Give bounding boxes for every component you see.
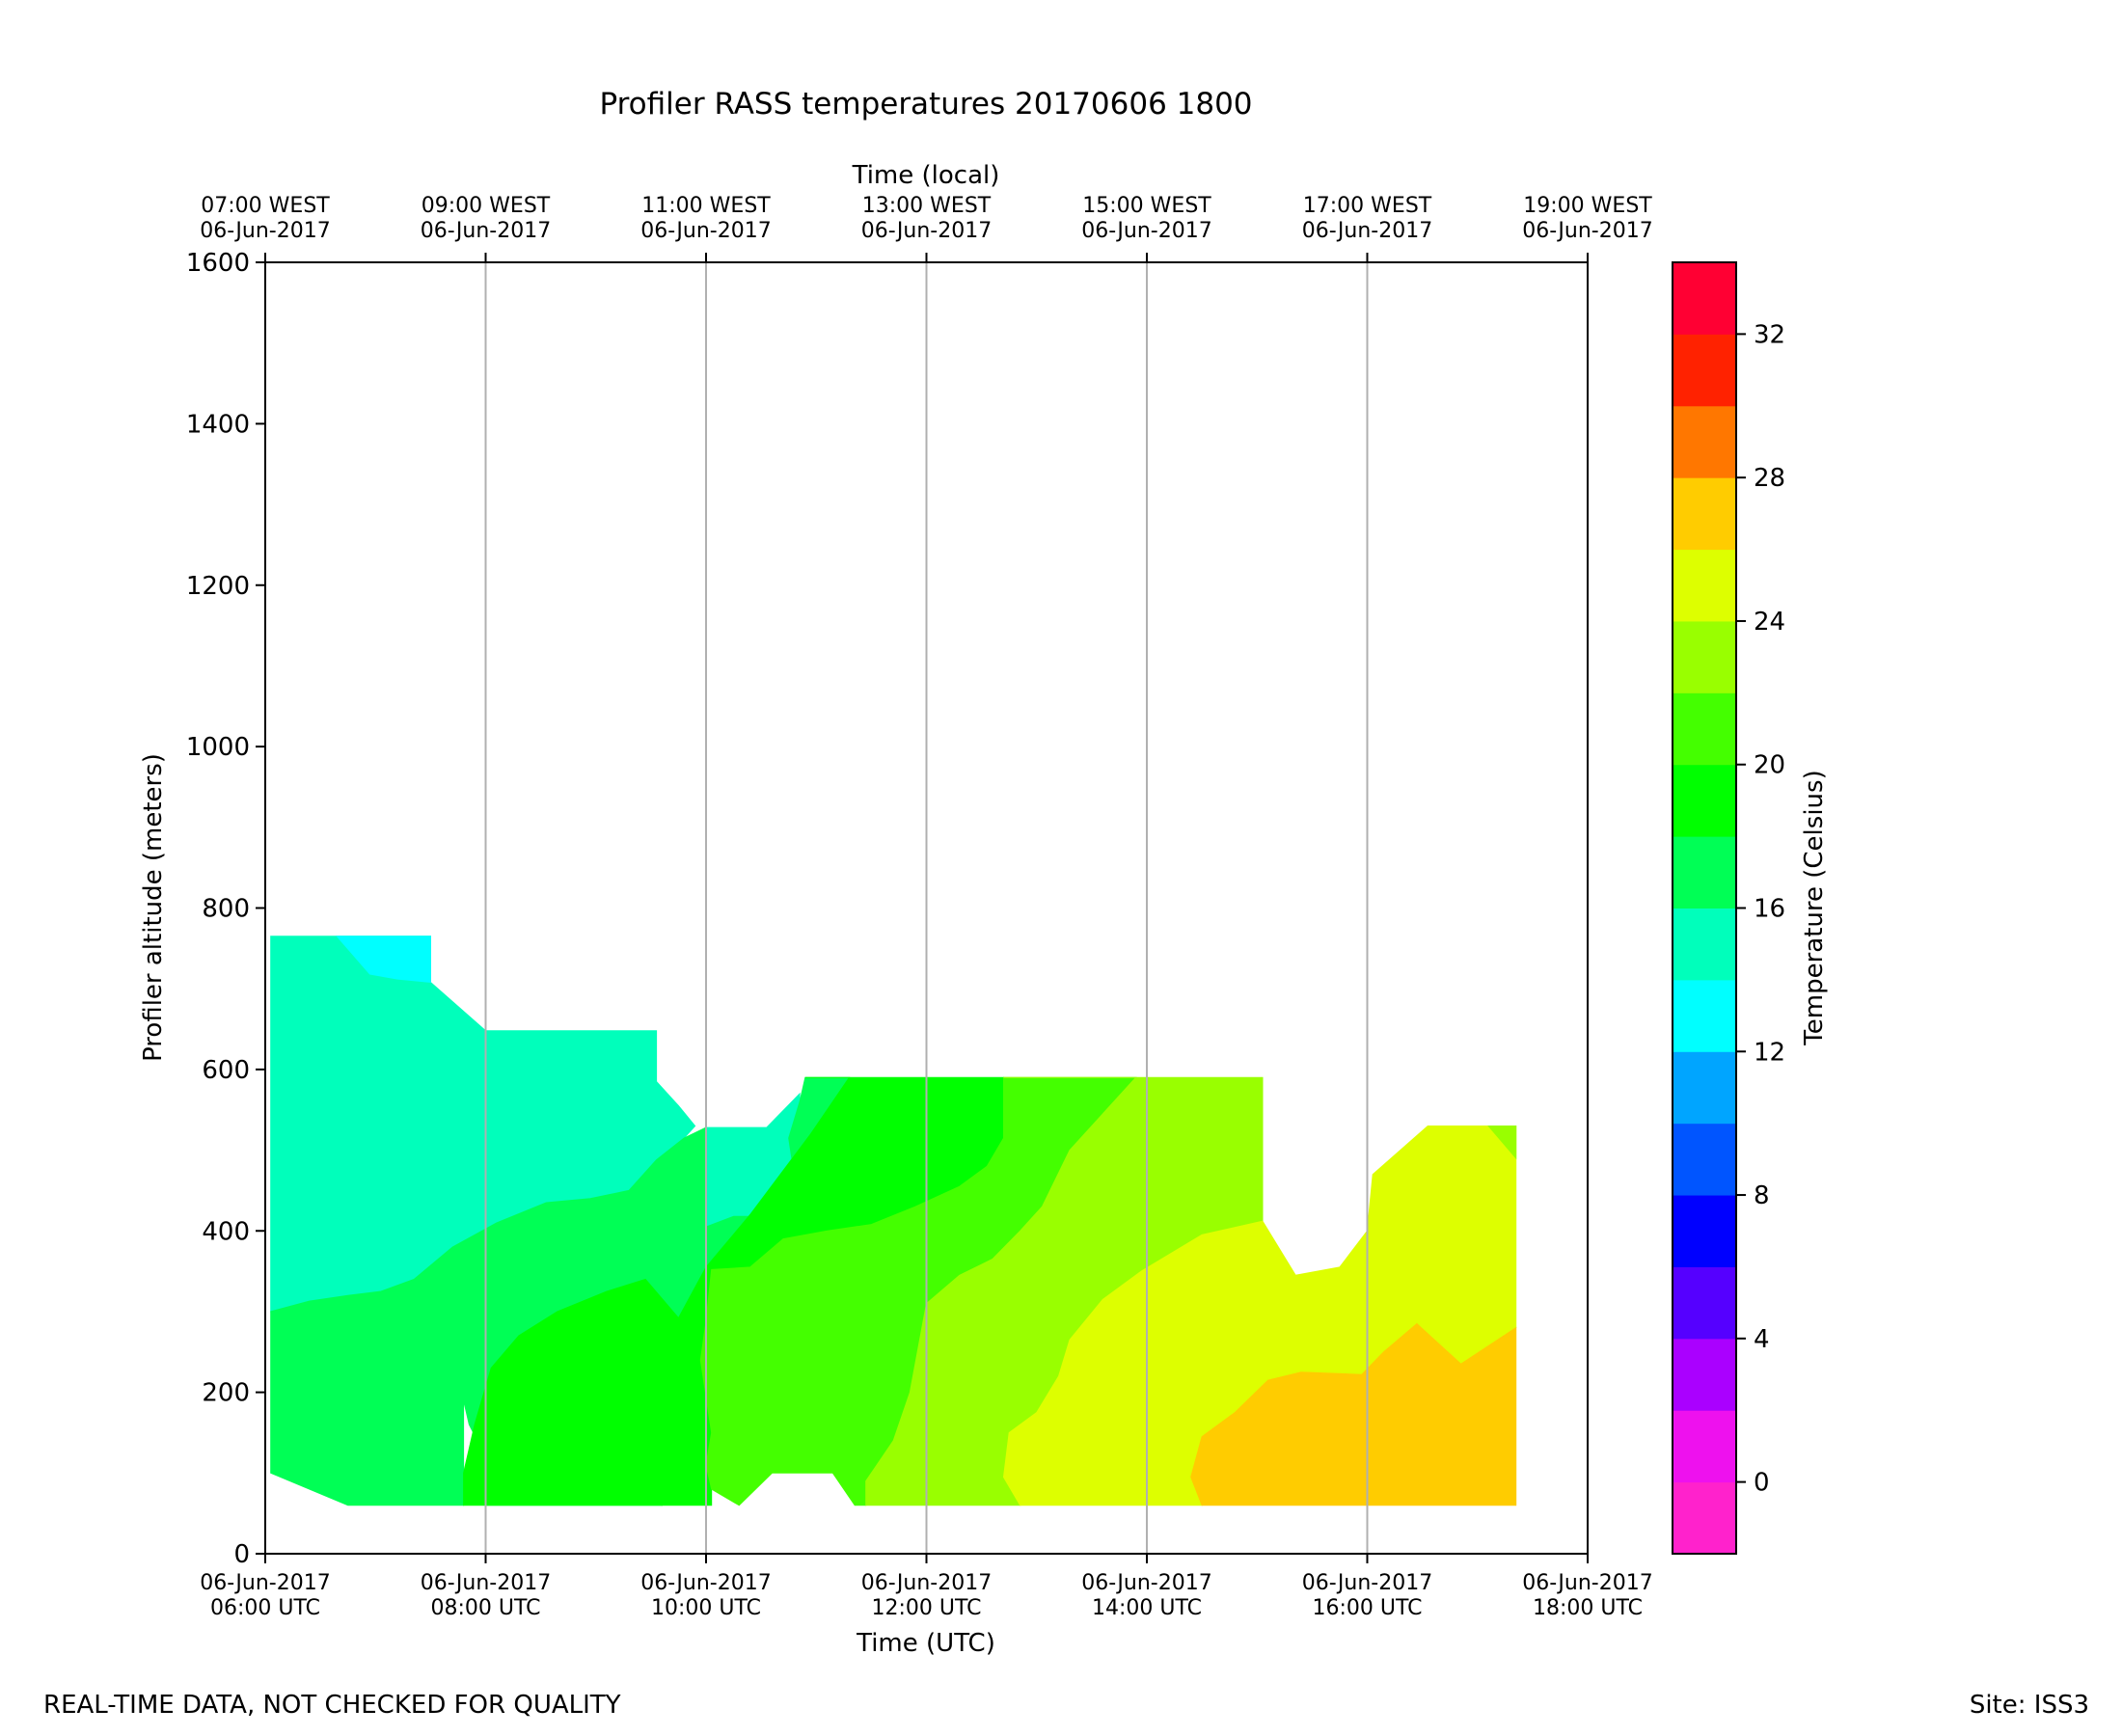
x-tick-date-top: 06-Jun-2017 — [421, 219, 551, 243]
colorbar-band--2-0 — [1673, 1481, 1736, 1555]
x-tick-date-bottom: 06-Jun-2017 — [640, 1571, 771, 1595]
colorbar-tick-label-4: 4 — [1754, 1325, 1770, 1354]
y-tick-label-600: 600 — [202, 1056, 250, 1085]
colorbar-band-4-6 — [1673, 1266, 1736, 1340]
x-tick-local-label: 13:00 WEST — [862, 194, 992, 218]
x-tick-date-top: 06-Jun-2017 — [640, 219, 771, 243]
colorbar-band-20-22 — [1673, 692, 1736, 766]
y-tick-label-1200: 1200 — [186, 572, 250, 601]
x-tick-date-top: 06-Jun-2017 — [1522, 219, 1652, 243]
colorbar-tick-label-0: 0 — [1754, 1469, 1770, 1498]
x-axis-label: Time (UTC) — [856, 1629, 995, 1658]
x-tick-utc-label: 18:00 UTC — [1533, 1596, 1643, 1620]
colorbar-tick-label-24: 24 — [1754, 608, 1785, 637]
contour-field-22-24-9 — [1487, 1126, 1517, 1160]
colorbar-tick-label-20: 20 — [1754, 751, 1785, 780]
x-tick-local-label: 19:00 WEST — [1523, 194, 1652, 218]
x-tick-date-top: 06-Jun-2017 — [200, 219, 330, 243]
x-tick-date-top: 06-Jun-2017 — [1302, 219, 1432, 243]
colorbar-tick-label-16: 16 — [1754, 895, 1785, 924]
x-tick-local-label: 17:00 WEST — [1303, 194, 1432, 218]
y-tick-label-400: 400 — [202, 1217, 250, 1246]
top-axis-label: Time (local) — [852, 161, 1000, 190]
x-tick-local-label: 15:00 WEST — [1082, 194, 1211, 218]
colorbar-label: Temperature (Celsius) — [1800, 770, 1829, 1045]
colorbar-band-10-12 — [1673, 1051, 1736, 1125]
x-tick-local-label: 11:00 WEST — [641, 194, 771, 218]
colorbar-tick-label-8: 8 — [1754, 1181, 1770, 1210]
colorbar-tick-label-32: 32 — [1754, 320, 1785, 349]
x-tick-date-top: 06-Jun-2017 — [861, 219, 992, 243]
x-tick-local-label: 07:00 WEST — [201, 194, 330, 218]
y-tick-label-200: 200 — [202, 1379, 250, 1408]
colorbar-bands — [1673, 262, 1736, 1555]
colorbar-band-14-16 — [1673, 908, 1736, 981]
x-tick-utc-label: 12:00 UTC — [871, 1596, 981, 1620]
y-tick-label-1600: 1600 — [186, 249, 250, 278]
x-tick-utc-label: 06:00 UTC — [210, 1596, 320, 1620]
x-tick-utc-label: 08:00 UTC — [430, 1596, 540, 1620]
quality-disclaimer: REAL-TIME DATA, NOT CHECKED FOR QUALITY — [43, 1691, 621, 1720]
temperature-contour-fields — [270, 936, 1517, 1506]
vertical-grid-lines — [484, 262, 1369, 1554]
colorbar-band-24-26 — [1673, 549, 1736, 622]
colorbar-band-0-2 — [1673, 1410, 1736, 1483]
colorbar-band-8-10 — [1673, 1123, 1736, 1196]
colorbar: 0 4 8 12 16 20 24 28 32 — [1672, 261, 1785, 1555]
y-axis-label: Profiler altitude (meters) — [139, 753, 168, 1062]
colorbar-band-28-30 — [1673, 405, 1736, 478]
y-tick-label-1000: 1000 — [186, 733, 250, 762]
y-tick-label-0: 0 — [233, 1540, 250, 1569]
contour-field-26-28-10 — [1190, 1322, 1517, 1506]
site-label: Site: ISS3 — [1970, 1691, 2089, 1720]
x-tick-date-bottom: 06-Jun-2017 — [1522, 1571, 1652, 1595]
x-tick-date-bottom: 06-Jun-2017 — [1081, 1571, 1211, 1595]
colorbar-band-26-28 — [1673, 477, 1736, 551]
x-tick-utc-label: 14:00 UTC — [1092, 1596, 1202, 1620]
colorbar-band-16-18 — [1673, 836, 1736, 909]
colorbar-band-2-4 — [1673, 1338, 1736, 1411]
x-tick-date-bottom: 06-Jun-2017 — [861, 1571, 992, 1595]
plot-area — [264, 261, 1589, 1555]
x-tick-utc-label: 16:00 UTC — [1312, 1596, 1422, 1620]
x-tick-date-bottom: 06-Jun-2017 — [1302, 1571, 1432, 1595]
contour-field-12-14-1 — [336, 936, 431, 984]
x-tick-utc-label: 10:00 UTC — [651, 1596, 761, 1620]
colorbar-tick-label-12: 12 — [1754, 1038, 1785, 1067]
colorbar-band-12-14 — [1673, 979, 1736, 1052]
y-tick-label-1400: 1400 — [186, 410, 250, 439]
colorbar-tick-label-28: 28 — [1754, 464, 1785, 493]
colorbar-band-6-8 — [1673, 1195, 1736, 1267]
x-tick-date-top: 06-Jun-2017 — [1081, 219, 1211, 243]
y-axis: 0 200 400 600 800 1000 1200 1400 1600 — [186, 249, 265, 1569]
colorbar-ticks: 0 4 8 12 16 20 24 28 32 — [1736, 320, 1785, 1498]
colorbar-band-22-24 — [1673, 620, 1736, 693]
colorbar-band-30-32 — [1673, 334, 1736, 407]
chart-title: Profiler RASS temperatures 20170606 1800 — [599, 87, 1252, 122]
x-tick-local-label: 09:00 WEST — [422, 194, 551, 218]
contour-field-18-20-5 — [463, 1278, 679, 1506]
y-tick-label-800: 800 — [202, 895, 250, 924]
x-tick-date-bottom: 06-Jun-2017 — [421, 1571, 551, 1595]
x-tick-date-bottom: 06-Jun-2017 — [200, 1571, 330, 1595]
colorbar-band-18-20 — [1673, 764, 1736, 837]
colorbar-band-32-34 — [1673, 262, 1736, 335]
